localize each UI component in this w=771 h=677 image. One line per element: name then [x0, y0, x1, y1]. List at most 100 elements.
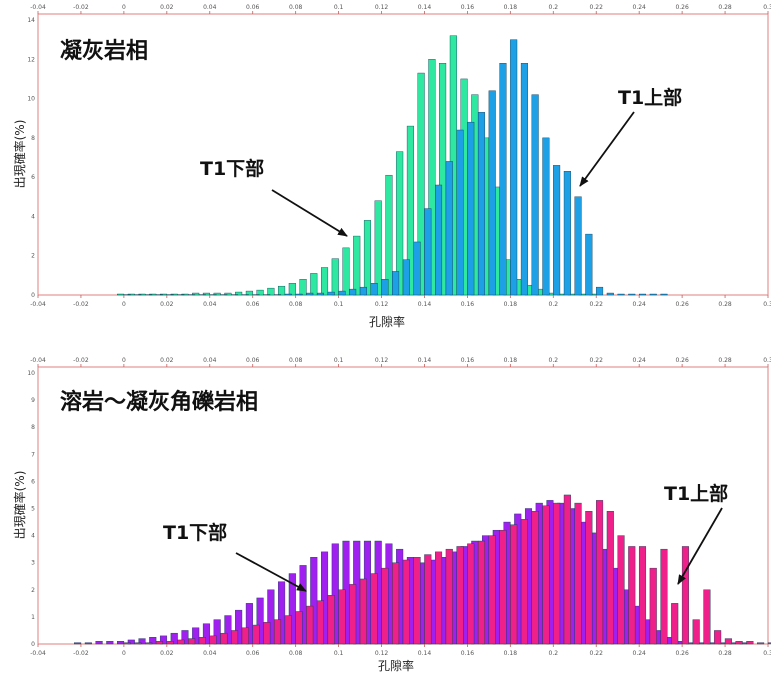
bar — [74, 642, 82, 645]
bar — [671, 603, 679, 645]
bar — [445, 161, 453, 296]
x-ticks-bottom: -0.04 -0.02 0 0.02 0.04 0.06 0.08 0.1 0.12 0.14 0.… — [30, 644, 771, 657]
x-tick-label: 0.02 — [160, 357, 174, 364]
bar — [396, 151, 404, 296]
bar — [338, 290, 346, 296]
x-tick-label: 0.08 — [289, 357, 303, 364]
y-tick-label: 14 — [27, 17, 35, 24]
bar — [428, 59, 436, 296]
bar — [192, 292, 200, 296]
bar — [284, 615, 292, 645]
bar — [306, 605, 314, 645]
x-tick-label: 0.04 — [203, 301, 217, 308]
y-ticks: 0 1 2 3 4 5 6 7 8 9 10 — [27, 370, 35, 648]
bar — [353, 235, 361, 296]
x-tick-label: 0.2 — [549, 357, 559, 364]
x-tick-label: 0.3 — [763, 4, 771, 11]
x-tick-label: 0.02 — [160, 4, 174, 11]
y-axis-label: 出現確率(%) — [12, 471, 27, 540]
bar — [170, 632, 178, 645]
y-tick-label: 4 — [31, 533, 35, 540]
x-tick-label: 0.18 — [504, 650, 518, 657]
x-tick-label: 0.3 — [763, 650, 771, 657]
bar — [155, 641, 163, 645]
bar — [256, 597, 264, 645]
y-tick-label: 8 — [31, 135, 35, 142]
x-tick-label: 0.1 — [334, 301, 344, 308]
bar — [198, 637, 206, 645]
x-tick-label: 0.3 — [763, 301, 771, 308]
bar — [585, 233, 593, 296]
bar — [192, 627, 200, 645]
bar — [209, 635, 217, 645]
bar — [381, 279, 389, 296]
bar — [617, 293, 625, 296]
x-tick-label: 0.16 — [461, 4, 475, 11]
x-tick-label: 0.06 — [246, 357, 260, 364]
x-tick-label: 0.26 — [675, 357, 689, 364]
x-tick-label: 0.16 — [461, 357, 475, 364]
x-tick-label: -0.02 — [73, 357, 89, 364]
bar — [278, 285, 286, 296]
bar — [370, 283, 378, 296]
x-tick-label: 0.24 — [633, 357, 647, 364]
bar — [166, 641, 174, 645]
y-axis-label: 出現確率(%) — [12, 120, 27, 189]
y-tick-label: 6 — [31, 174, 35, 181]
bar — [392, 562, 400, 645]
bar — [703, 589, 711, 645]
x-tick-label: 0.1 — [334, 357, 344, 364]
bar — [235, 291, 243, 296]
bar — [520, 63, 528, 296]
x-tick-label: 0.26 — [675, 650, 689, 657]
x-tick-label: 0.18 — [504, 357, 518, 364]
bar — [714, 630, 722, 645]
bar — [488, 90, 496, 296]
y-tick-label: 1 — [31, 614, 35, 621]
x-tick-label: -0.04 — [30, 357, 46, 364]
bar — [316, 600, 324, 645]
bar — [316, 292, 324, 296]
x-tick-label: -0.04 — [30, 301, 46, 308]
bar — [520, 519, 528, 645]
x-tick-label: 0 — [122, 301, 126, 308]
bar — [327, 595, 335, 645]
x-tick-label: 0.08 — [289, 4, 303, 11]
bar — [241, 627, 249, 645]
bar — [145, 642, 153, 645]
x-tick-label: 0.1 — [334, 4, 344, 11]
x-tick-label: 0.08 — [289, 650, 303, 657]
bar — [220, 632, 228, 645]
bar — [288, 283, 296, 296]
bar — [574, 502, 582, 645]
bar — [349, 584, 357, 645]
x-tick-label: 0.16 — [461, 301, 475, 308]
x-tick-label: 0.14 — [418, 4, 432, 11]
bar — [235, 609, 243, 645]
bar — [563, 171, 571, 296]
bar — [306, 292, 314, 296]
bar — [149, 637, 157, 645]
annotation-arrow-t1-lower — [235, 552, 307, 592]
x-tick-label: 0.28 — [718, 301, 732, 308]
bar — [392, 271, 400, 296]
bar — [531, 94, 539, 296]
bar — [202, 292, 210, 296]
bar — [402, 559, 410, 645]
bar — [628, 293, 636, 296]
bar — [338, 589, 346, 645]
x-tick-label: -0.02 — [73, 301, 89, 308]
bar — [649, 567, 657, 645]
x-tick-label: 0.12 — [375, 4, 389, 11]
bar — [510, 39, 518, 296]
bar — [681, 546, 689, 645]
x-tick-label: 0.14 — [418, 650, 432, 657]
bar — [374, 200, 382, 296]
bar — [406, 125, 414, 296]
bar — [477, 112, 486, 296]
y-tick-label: 0 — [31, 641, 35, 648]
x-tick-label: 0.3 — [763, 357, 771, 364]
x-tick-label: 0.2 — [549, 301, 559, 308]
x-tick-label: 0 — [122, 650, 126, 657]
